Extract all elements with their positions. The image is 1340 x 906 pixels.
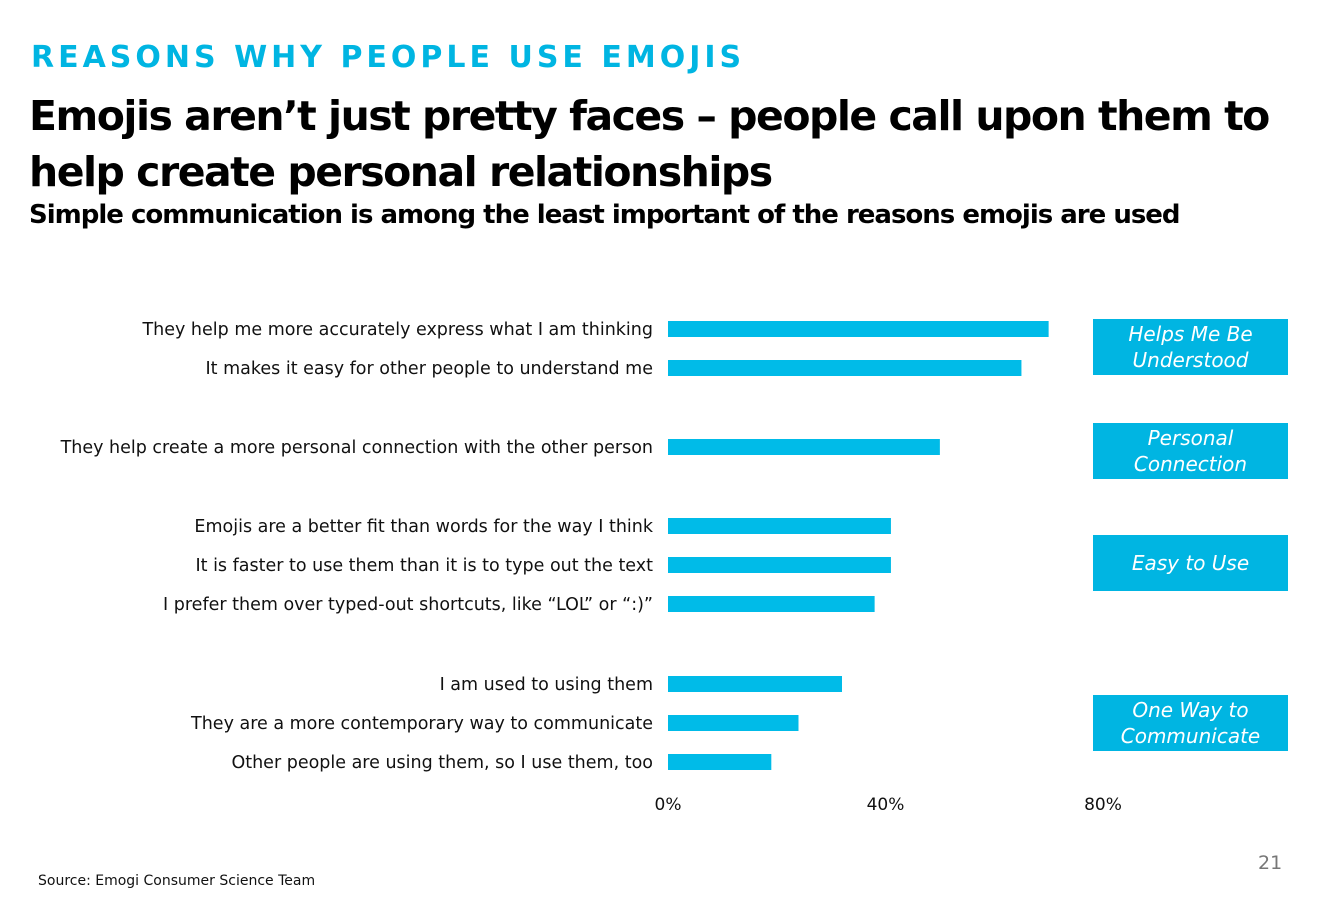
bar [668, 676, 842, 692]
subheadline: Simple communication is among the least … [29, 200, 1181, 230]
category-label: It is faster to use them than it is to t… [195, 556, 653, 576]
category-label: Other people are using them, so I use th… [231, 753, 653, 773]
bar [668, 754, 772, 770]
category-label: Emojis are a better fit than words for t… [194, 517, 653, 537]
x-tick-label: 40% [867, 795, 905, 815]
group-label-one-way-to-communicate: One Way to Communicate [1093, 695, 1288, 751]
bar [668, 557, 891, 573]
group-label-personal-connection: Personal Connection [1093, 423, 1288, 479]
eyebrow-title: REASONS WHY PEOPLE USE EMOJIS [31, 40, 746, 75]
source-note: Source: Emogi Consumer Science Team [38, 873, 316, 889]
category-label: They help me more accurately express wha… [141, 320, 653, 340]
bar [668, 439, 940, 455]
category-label: They are a more contemporary way to comm… [190, 714, 653, 734]
page-number: 21 [1258, 852, 1283, 874]
x-tick-label: 0% [655, 795, 682, 815]
category-label: It makes it easy for other people to und… [206, 359, 653, 379]
bar [668, 715, 799, 731]
bar [668, 360, 1022, 376]
x-tick-label: 80% [1084, 795, 1122, 815]
bar [668, 518, 891, 534]
group-label-helps-me-be-understood: Helps Me Be Understood [1093, 319, 1288, 375]
headline: Emojis aren’t just pretty faces – people… [29, 92, 1270, 196]
bar [668, 596, 875, 612]
group-label-easy-to-use: Easy to Use [1093, 535, 1288, 591]
category-label: They help create a more personal connect… [60, 438, 653, 458]
category-label: I am used to using them [440, 675, 653, 695]
category-label: I prefer them over typed-out shortcuts, … [163, 595, 653, 615]
bar [668, 321, 1049, 337]
